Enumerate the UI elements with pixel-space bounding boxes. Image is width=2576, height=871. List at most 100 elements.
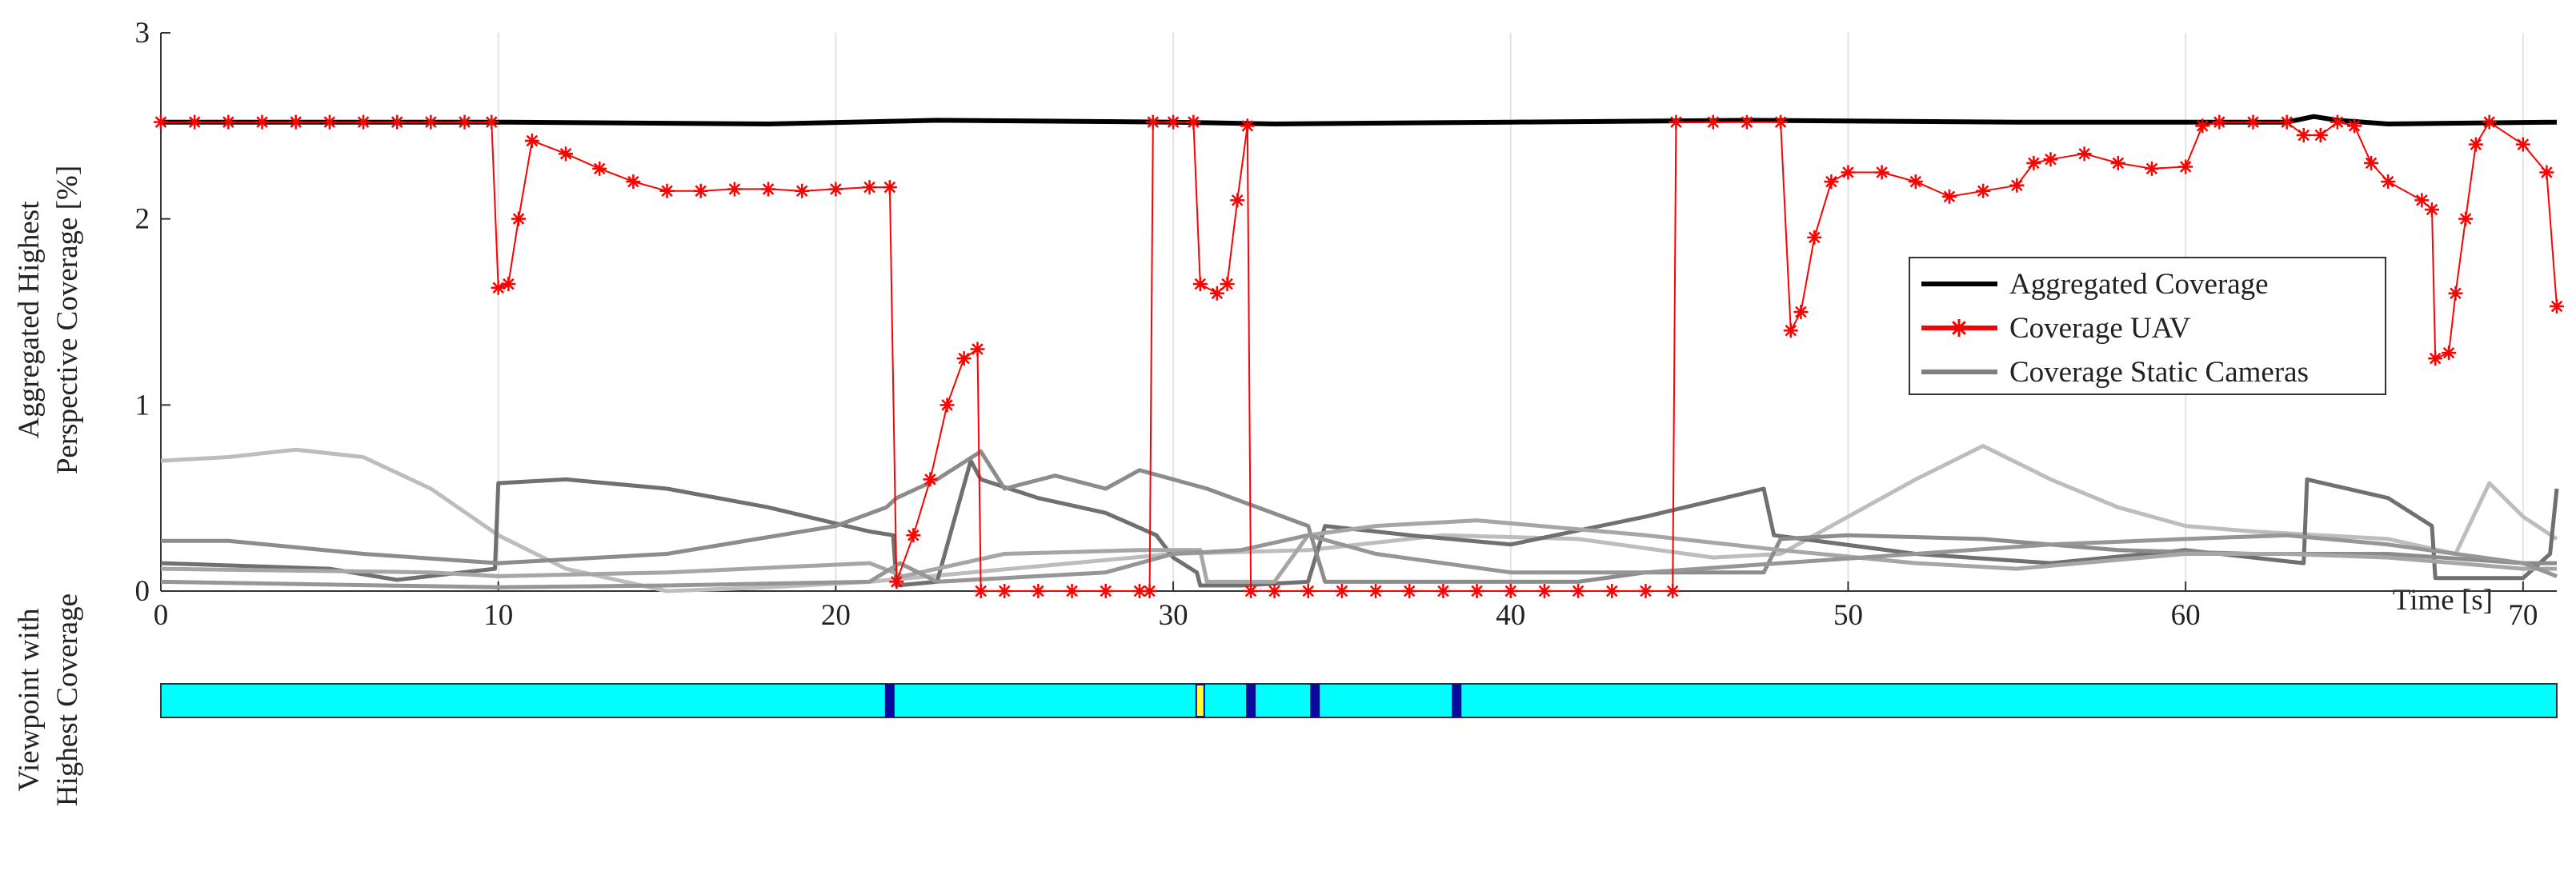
series-marker [1166, 114, 1181, 130]
x-tick-label: 60 [2171, 599, 2201, 632]
viewpoint-marker [1452, 684, 1462, 717]
x-tick-label: 20 [821, 599, 851, 632]
series-marker [1807, 230, 1822, 245]
series-marker [1783, 323, 1798, 338]
y-tick-label: 1 [135, 389, 150, 422]
viewpoint-marker [884, 684, 895, 717]
series-marker [761, 182, 776, 197]
x-tick-label: 40 [1496, 599, 1525, 632]
series-marker [2212, 114, 2227, 130]
y-axis-label: Aggregated Highest [13, 201, 46, 439]
series-marker [1031, 584, 1046, 598]
series-marker [1793, 305, 1809, 319]
series-marker [2482, 114, 2497, 130]
series-marker [1739, 114, 1754, 130]
series-marker [221, 114, 236, 130]
series-marker [659, 183, 675, 198]
series-marker [2346, 118, 2362, 134]
series-marker [154, 114, 168, 130]
series-marker [2144, 161, 2159, 176]
static-camera-line [160, 533, 2558, 589]
series-marker [1209, 286, 1224, 301]
series-marker [592, 161, 607, 176]
x-tick-label: 30 [1159, 599, 1188, 632]
series-marker [491, 280, 506, 295]
series-marker [1665, 584, 1681, 598]
series-marker [626, 174, 641, 190]
series-marker [2414, 193, 2430, 208]
y-tick-label: 3 [135, 17, 150, 50]
static-camera-line [160, 458, 2559, 588]
y-tick-label: 2 [135, 203, 150, 236]
legend-label: Aggregated Coverage [2009, 268, 2269, 301]
series-marker [1503, 584, 1518, 598]
y-tick-label: 0 [135, 575, 150, 608]
x-axis-label: Time [s] [2393, 584, 2493, 617]
series-marker [2178, 159, 2193, 174]
series-marker [2448, 286, 2463, 301]
static-camera-line [160, 444, 2558, 593]
series-marker [1976, 183, 1991, 198]
series-marker [2330, 114, 2345, 130]
series-marker [882, 180, 897, 195]
series-marker [254, 114, 270, 130]
x-tick-label: 70 [2508, 599, 2538, 632]
series-marker [997, 584, 1012, 598]
series-marker [956, 351, 972, 366]
strip-label: Viewpoint with [13, 608, 46, 792]
series-marker [2364, 155, 2379, 170]
series-marker [511, 211, 526, 226]
series-marker [2539, 165, 2554, 180]
static-camera-line [161, 449, 2557, 584]
series-marker [1230, 193, 1245, 208]
strip-label: Highest Coverage [51, 593, 84, 806]
series-marker [1267, 584, 1282, 598]
series-marker [2515, 137, 2530, 152]
viewpoint-marker [1310, 684, 1320, 717]
series-marker [484, 114, 499, 130]
series-marker [2296, 127, 2311, 142]
series-marker [1705, 114, 1721, 130]
series-marker [1908, 174, 1923, 190]
series-marker [1841, 165, 1856, 180]
series-marker [2077, 146, 2092, 162]
series-marker [2424, 202, 2439, 218]
series-marker [1874, 165, 1889, 180]
series-marker [906, 528, 921, 543]
series-marker [1240, 118, 1255, 134]
series-marker [1145, 114, 1160, 130]
series-marker [2195, 118, 2210, 134]
series-marker [1402, 584, 1417, 598]
series-marker [970, 342, 985, 357]
series-marker [524, 133, 539, 148]
series-marker [1132, 584, 1147, 598]
viewpoint-marker [1195, 684, 1205, 717]
series-marker [889, 574, 904, 589]
series-marker [1941, 189, 1957, 204]
series-marker [1300, 584, 1316, 598]
series-marker [390, 114, 405, 130]
series-marker [2313, 127, 2328, 142]
series-marker [1064, 584, 1080, 598]
series-marker [1142, 584, 1157, 598]
series-marker [795, 183, 810, 198]
series-marker [1244, 584, 1259, 598]
series-marker [1604, 584, 1620, 598]
series-marker [727, 182, 742, 197]
series-line [161, 114, 2558, 126]
series-marker [501, 277, 516, 292]
series-marker [1824, 174, 1839, 190]
series-marker [2279, 114, 2294, 130]
series-marker [1368, 584, 1384, 598]
series-marker [2245, 114, 2261, 130]
series-marker [1773, 114, 1789, 130]
series-marker [939, 398, 955, 413]
series-marker [423, 114, 439, 130]
series-marker [1638, 584, 1653, 598]
series-marker [2442, 346, 2457, 361]
series-marker [1334, 584, 1349, 598]
series-marker [2043, 152, 2058, 167]
series-marker [1571, 584, 1586, 598]
